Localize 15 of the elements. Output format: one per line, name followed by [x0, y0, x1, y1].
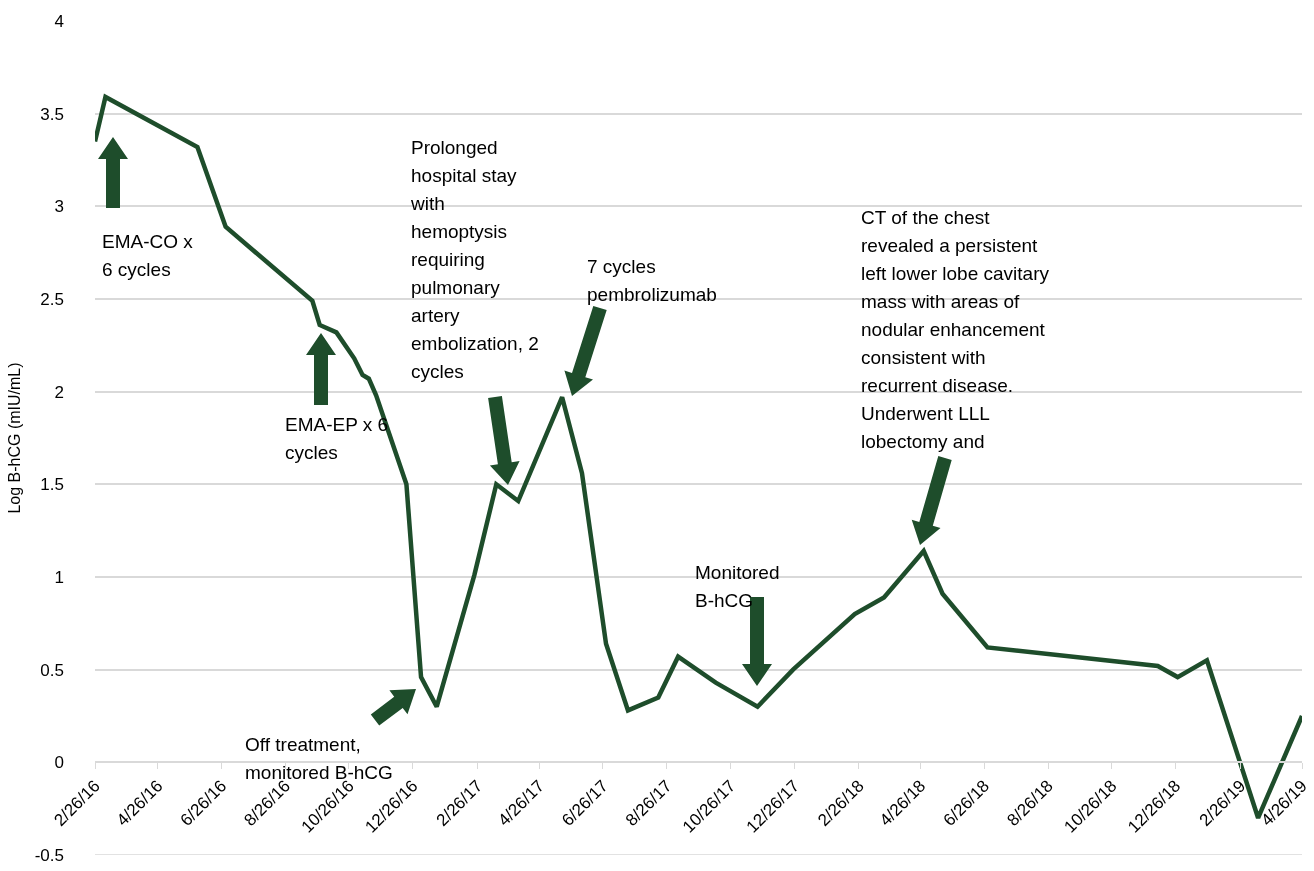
y-tick-label: 3	[54, 197, 64, 217]
text: Prolonged hospital stay with hemoptysis requiring pulmonary artery embolization, 2 cycles	[411, 137, 539, 382]
annotation: EMA-CO x 6 cycles	[102, 230, 193, 282]
y-tick-label: -0.5	[34, 845, 64, 865]
y-tick-label: 1.5	[40, 475, 64, 495]
y-axis-title: Log B-hCG (mIU/mL)	[5, 362, 23, 514]
annotation: 7 cycles pembrolizumab	[587, 255, 717, 307]
y-tick-label: 2.5	[40, 289, 64, 309]
text: CT of the chest revealed a persistent left lower lobe cavitary mass with areas of nodular enhancement consistent with recurrent disease. Underwent LLL lobectomy and	[861, 207, 1049, 452]
y-tick-label: 2	[54, 382, 64, 402]
y-tick-label: 3.5	[40, 104, 64, 124]
y-tick-label: 0	[54, 753, 64, 773]
y-tick-label: 1	[54, 567, 64, 587]
y-tick-label: 4	[54, 11, 64, 31]
y-tick-label: 0.5	[40, 660, 64, 680]
